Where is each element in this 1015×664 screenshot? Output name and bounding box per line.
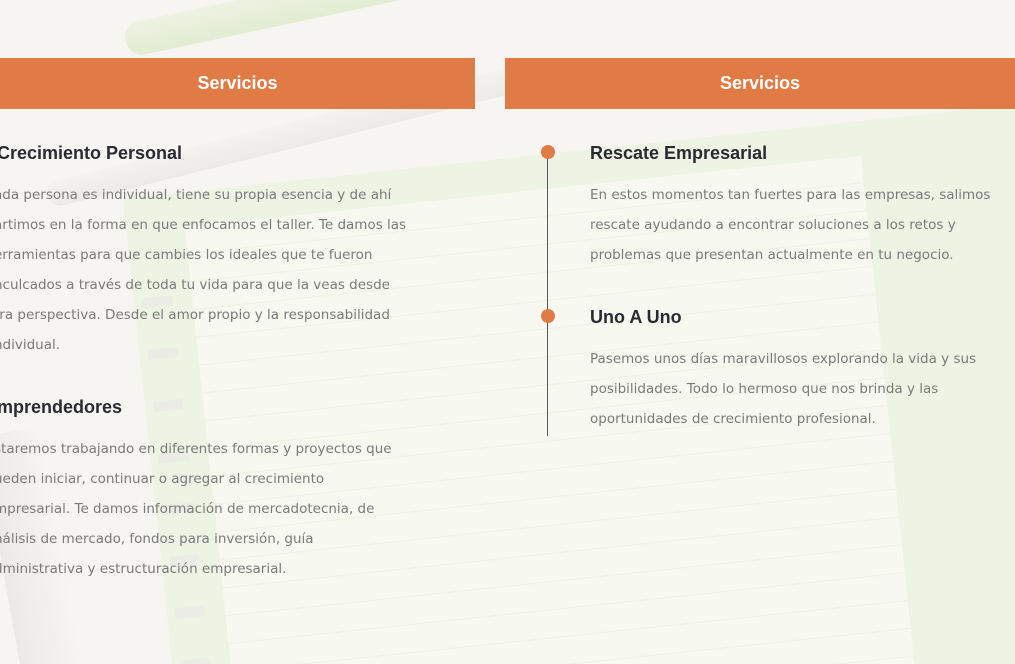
description-line: ndividual. — [0, 337, 61, 353]
description-line: En estos momentos tan fuertes para las e… — [590, 187, 991, 203]
service-item-crecimiento-personal: Crecimiento Personal ada persona es indi… — [0, 143, 470, 360]
description-line: problemas que presentan actualmente en t… — [590, 247, 954, 263]
description-line: posibilidades. Todo lo hermoso que nos b… — [590, 381, 939, 397]
service-title: Crecimiento Personal — [0, 143, 183, 163]
service-title: Uno A Uno — [590, 307, 682, 327]
service-title: Rescate Empresarial — [590, 143, 768, 163]
timeline-dot-icon — [541, 309, 555, 323]
description-line: mpresarial. Te damos información de merc… — [0, 501, 375, 517]
right-services-header: Servicios — [505, 58, 1015, 109]
service-item-rescate-empresarial: Rescate Empresarial En estos momentos ta… — [590, 143, 1015, 270]
service-title: mprendedores — [0, 397, 123, 417]
description-line: nculcados a través de toda tu vida para … — [0, 277, 390, 293]
service-description: staremos trabajando en diferentes formas… — [0, 434, 470, 584]
description-line: Pasemos unos días maravillosos explorand… — [590, 351, 977, 367]
description-line: artimos en la forma en que enfocamos el … — [0, 217, 407, 233]
description-line: ada persona es individual, tiene su prop… — [0, 187, 392, 203]
description-line: staremos trabajando en diferentes formas… — [0, 441, 392, 457]
service-description: Pasemos unos días maravillosos explorand… — [590, 344, 1015, 434]
description-line: nálisis de mercado, fondos para inversió… — [0, 531, 314, 547]
description-line: rescate ayudando a encontrar soluciones … — [590, 217, 956, 233]
service-item-emprendedores: mprendedores staremos trabajando en dife… — [0, 397, 470, 584]
service-item-uno-a-uno: Uno A Uno Pasemos unos días maravillosos… — [590, 307, 1015, 434]
left-services-header: Servicios — [0, 58, 475, 109]
service-description: ada persona es individual, tiene su prop… — [0, 180, 470, 360]
description-line: oportunidades de crecimiento profesional… — [590, 411, 876, 427]
description-line: tra perspectiva. Desde el amor propio y … — [0, 307, 390, 323]
description-line: erramientas para que cambies los ideales… — [0, 247, 373, 263]
description-line: dministrativa y estructuración empresari… — [0, 561, 287, 577]
service-description: En estos momentos tan fuertes para las e… — [590, 180, 1015, 270]
description-line: ueden iniciar, continuar o agregar al cr… — [0, 471, 325, 487]
timeline-dot-icon — [541, 145, 555, 159]
timeline-line — [547, 152, 548, 436]
